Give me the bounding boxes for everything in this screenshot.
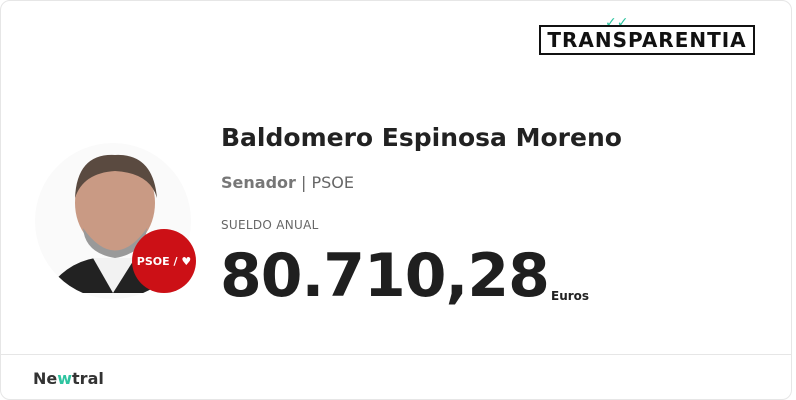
check-icon: ✓✓: [605, 15, 629, 31]
separator: |: [301, 173, 307, 192]
role: Senador: [221, 173, 296, 192]
divider: [1, 354, 791, 355]
salary-currency: Euros: [551, 289, 590, 303]
transparentia-logo: TRANSPARENTIA: [539, 25, 755, 55]
salary-amount: 80.710,28: [220, 241, 550, 311]
newtral-logo-suffix: tral: [72, 369, 104, 388]
salary-label: SUELDO ANUAL: [221, 218, 319, 232]
person-name: Baldomero Espinosa Moreno: [221, 123, 622, 152]
newtral-logo-prefix: Ne: [33, 369, 58, 388]
newtral-logo-mark: w: [57, 369, 73, 388]
role-line: Senador | PSOE: [221, 173, 354, 192]
party: PSOE: [311, 173, 354, 192]
newtral-logo: Newtral: [33, 369, 104, 388]
party-badge: PSOE / ♥: [132, 229, 196, 293]
